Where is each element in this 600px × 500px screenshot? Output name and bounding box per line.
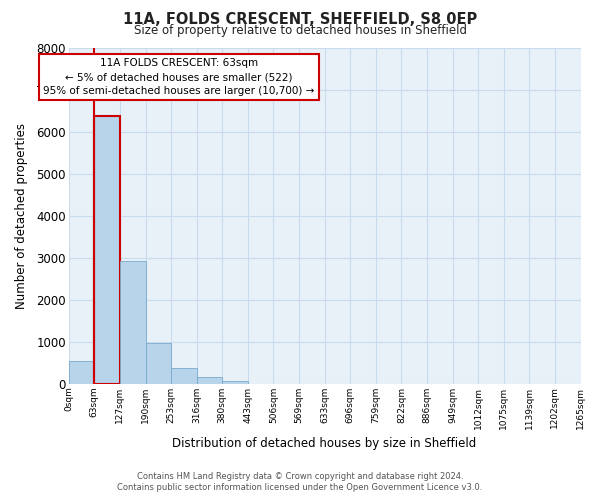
Bar <box>120 261 146 384</box>
X-axis label: Distribution of detached houses by size in Sheffield: Distribution of detached houses by size … <box>172 437 477 450</box>
Bar <box>197 378 222 384</box>
Text: 11A FOLDS CRESCENT: 63sqm
← 5% of detached houses are smaller (522)
95% of semi-: 11A FOLDS CRESCENT: 63sqm ← 5% of detach… <box>43 58 314 96</box>
Bar <box>69 360 94 384</box>
Bar <box>222 380 248 384</box>
Bar <box>146 342 171 384</box>
Text: 11A, FOLDS CRESCENT, SHEFFIELD, S8 0EP: 11A, FOLDS CRESCENT, SHEFFIELD, S8 0EP <box>123 12 477 28</box>
Bar <box>94 116 120 384</box>
Text: Size of property relative to detached houses in Sheffield: Size of property relative to detached ho… <box>133 24 467 37</box>
Text: Contains HM Land Registry data © Crown copyright and database right 2024.
Contai: Contains HM Land Registry data © Crown c… <box>118 472 482 492</box>
Bar <box>171 368 197 384</box>
Y-axis label: Number of detached properties: Number of detached properties <box>15 122 28 308</box>
